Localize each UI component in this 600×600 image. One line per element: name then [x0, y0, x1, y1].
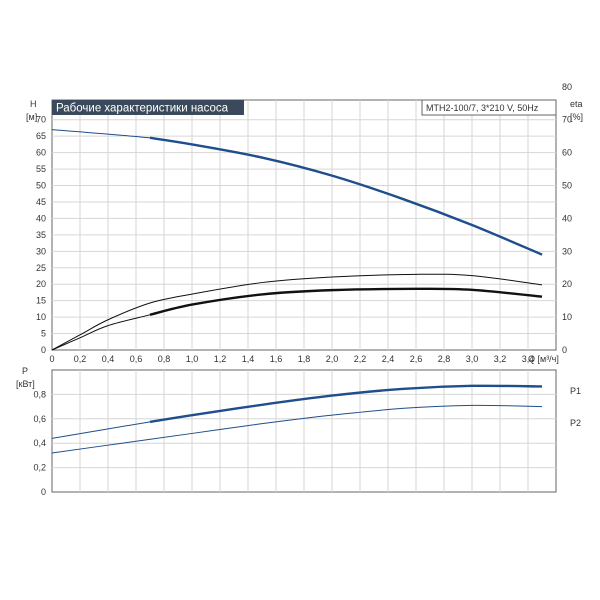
- x-axis-label: Q [м³/ч]: [528, 354, 559, 364]
- power-p2-curve-line: [51, 404, 543, 454]
- x-tick-label: 0,6: [130, 354, 143, 364]
- x-tick-label: 0,2: [74, 354, 87, 364]
- y-tick-label-left: 5: [41, 329, 46, 339]
- y-tick-label-right: 40: [562, 213, 572, 223]
- y-tick-label-right: 20: [562, 279, 572, 289]
- y-tick-label-left: 25: [36, 263, 46, 273]
- bottom-series-lines: [51, 384, 543, 454]
- series-label-p2: P2: [570, 418, 581, 428]
- y-tick-label-left: 60: [36, 148, 46, 158]
- y-tick-label-power: 0,2: [33, 463, 46, 473]
- x-tick-label: 2,2: [354, 354, 367, 364]
- power-panel: 0 0,2 0,4 0,6 0,8 P [кВт] P1 P2: [16, 366, 581, 497]
- y-tick-label-left: 35: [36, 230, 46, 240]
- y-tick-label-right: 70: [562, 115, 572, 125]
- y-axis-label-right: eta: [570, 99, 583, 109]
- y-axis-unit-right: [%]: [570, 112, 583, 122]
- y-tick-label-right: 30: [562, 246, 572, 256]
- efficiency-curve-lower-operating-range: [149, 287, 543, 316]
- chart-title: Рабочие характеристики насоса: [56, 103, 229, 115]
- x-tick-label: 2,4: [382, 354, 395, 364]
- top-grid: [52, 100, 556, 350]
- y-axis-unit-left: [м]: [26, 112, 37, 122]
- y-tick-label-left: 55: [36, 164, 46, 174]
- y-tick-label-left: 0: [41, 345, 46, 355]
- y-tick-label-left: 45: [36, 197, 46, 207]
- model-label: MTH2-100/7, 3*210 V, 50Hz: [426, 103, 539, 113]
- y-tick-label-right: 50: [562, 181, 572, 191]
- x-tick-label: 1,6: [270, 354, 283, 364]
- x-tick-label: 1,2: [214, 354, 227, 364]
- model-box: [421, 99, 557, 116]
- y-tick-label-right: 80: [562, 82, 572, 92]
- y-tick-label-left: 20: [36, 279, 46, 289]
- head-efficiency-panel: 0 0,2 0,4 0,6 0,8 1,0 1,2 1,4 1,6 1,8 2,0 2,2 2,4 2,6…: [26, 82, 583, 364]
- y-tick-label-left: 70: [36, 115, 46, 125]
- title-box: [52, 100, 244, 115]
- y-axis-unit-power: [кВт]: [16, 379, 35, 389]
- x-tick-label: 3,4: [522, 354, 535, 364]
- efficiency-curve-upper-line: [51, 273, 543, 351]
- y-tick-label-power: 0,8: [33, 389, 46, 399]
- x-tick-label: 3,0: [466, 354, 479, 364]
- y-tick-label-power: 0: [41, 487, 46, 497]
- y-tick-label-right: 0: [562, 345, 567, 355]
- x-tick-label: 3,2: [494, 354, 507, 364]
- y-tick-label-left: 50: [36, 181, 46, 191]
- y-tick-label-power: 0,6: [33, 414, 46, 424]
- y-tick-label-power: 0,4: [33, 438, 46, 448]
- x-tick-label: 0,4: [102, 354, 115, 364]
- y-tick-label-right: 10: [562, 312, 572, 322]
- y-tick-label-right: 60: [562, 148, 572, 158]
- y-axis-label-power: P: [22, 366, 28, 376]
- x-tick-label: 2,6: [410, 354, 423, 364]
- x-tick-label: 1,0: [186, 354, 199, 364]
- x-tick-label: 2,0: [326, 354, 339, 364]
- x-tick-label: 1,8: [298, 354, 311, 364]
- x-tick-label: 2,8: [438, 354, 451, 364]
- y-tick-label-left: 65: [36, 131, 46, 141]
- series-label-p1: P1: [570, 386, 581, 396]
- x-tick-label: 0: [49, 354, 54, 364]
- y-tick-label-left: 10: [36, 312, 46, 322]
- top-series-lines: [51, 129, 543, 351]
- bottom-tick-labels: 0 0,2 0,4 0,6 0,8: [33, 389, 46, 497]
- y-axis-label-left: H: [30, 99, 37, 109]
- head-curve-operating-range: [149, 136, 543, 256]
- power-p1-curve-operating-range: [149, 384, 543, 424]
- x-tick-label: 1,4: [242, 354, 255, 364]
- y-tick-label-left: 40: [36, 213, 46, 223]
- x-tick-label: 0,8: [158, 354, 171, 364]
- top-tick-labels: 0 0,2 0,4 0,6 0,8 1,0 1,2 1,4 1,6 1,8 2,0 2,2 2,4 2,6…: [36, 82, 572, 364]
- y-tick-label-left: 30: [36, 246, 46, 256]
- y-tick-label-left: 15: [36, 296, 46, 306]
